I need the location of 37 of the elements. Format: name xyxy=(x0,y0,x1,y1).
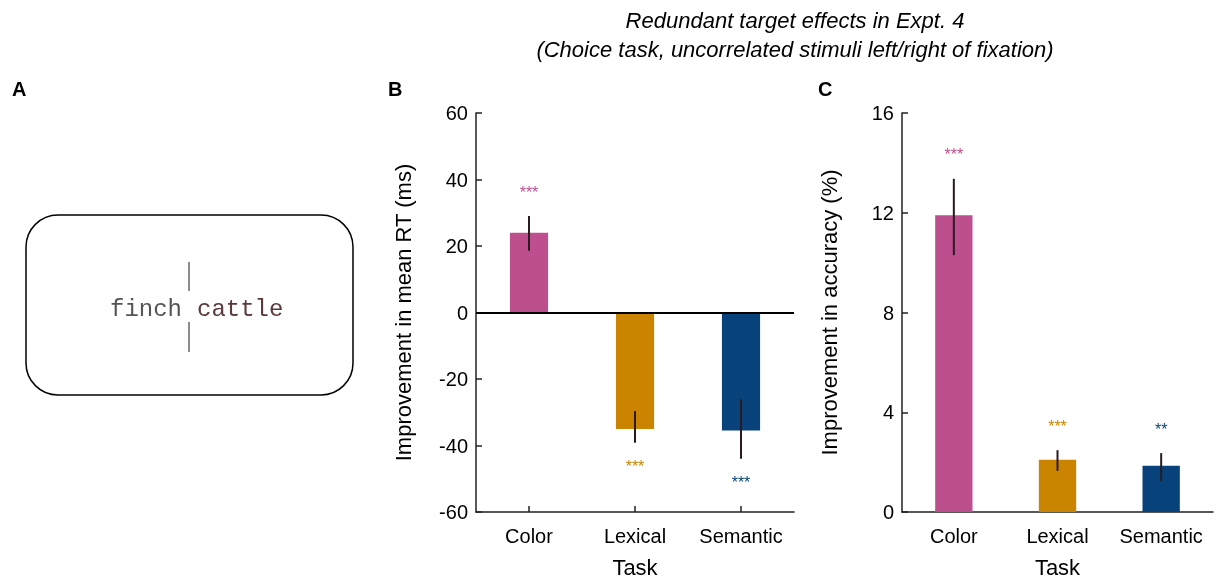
annotation: *** xyxy=(944,146,964,164)
y-tick-label: -40 xyxy=(439,434,468,457)
x-tick-label: Lexical xyxy=(1026,525,1089,547)
y-tick-label: 40 xyxy=(445,168,468,191)
y-axis-title: Improvement in accuracy (%) xyxy=(816,169,842,456)
x-tick-label: Color xyxy=(929,525,979,547)
y-tick-label: -60 xyxy=(439,501,468,523)
annotation: *** xyxy=(731,474,751,492)
chart-title: Redundant target effects in Expt. 4 (Choice task, uncorrelated stimuli left/right of fixation) xyxy=(535,7,1055,64)
annotation: *** xyxy=(625,458,645,476)
x-tick-label: Semantic xyxy=(699,525,783,547)
text: A xyxy=(12,78,27,101)
y-tick-label: -20 xyxy=(439,368,468,390)
x-tick-label: Semantic xyxy=(1119,525,1203,547)
y-tick-label: 20 xyxy=(445,235,468,257)
x-axis-title: Task xyxy=(612,554,659,580)
y-tick-label: 12 xyxy=(871,201,894,224)
annotation: *** xyxy=(1048,417,1067,435)
bar xyxy=(935,215,973,512)
bar xyxy=(1038,459,1077,512)
annotation: ** xyxy=(1154,420,1168,438)
y-tick-label: 0 xyxy=(456,301,468,324)
x-tick-label: Color xyxy=(505,525,554,547)
y-tick-label: 8 xyxy=(882,301,894,324)
x-axis-title: Task xyxy=(1034,554,1082,580)
text: cattle xyxy=(197,296,284,323)
y-tick-label: 0 xyxy=(882,501,894,523)
y-axis-title: Improvement in mean RT (ms) xyxy=(390,163,416,462)
y-tick-label: 16 xyxy=(871,102,894,124)
annotation: *** xyxy=(519,183,539,201)
y-tick-label: 4 xyxy=(882,401,894,424)
x-tick-label: Lexical xyxy=(603,525,667,547)
text: finch xyxy=(109,296,182,323)
bar xyxy=(1142,465,1180,512)
chart-subtitle: B xyxy=(388,78,403,101)
chart-subtitle: C xyxy=(818,78,833,101)
y-tick-label: 60 xyxy=(445,102,468,124)
